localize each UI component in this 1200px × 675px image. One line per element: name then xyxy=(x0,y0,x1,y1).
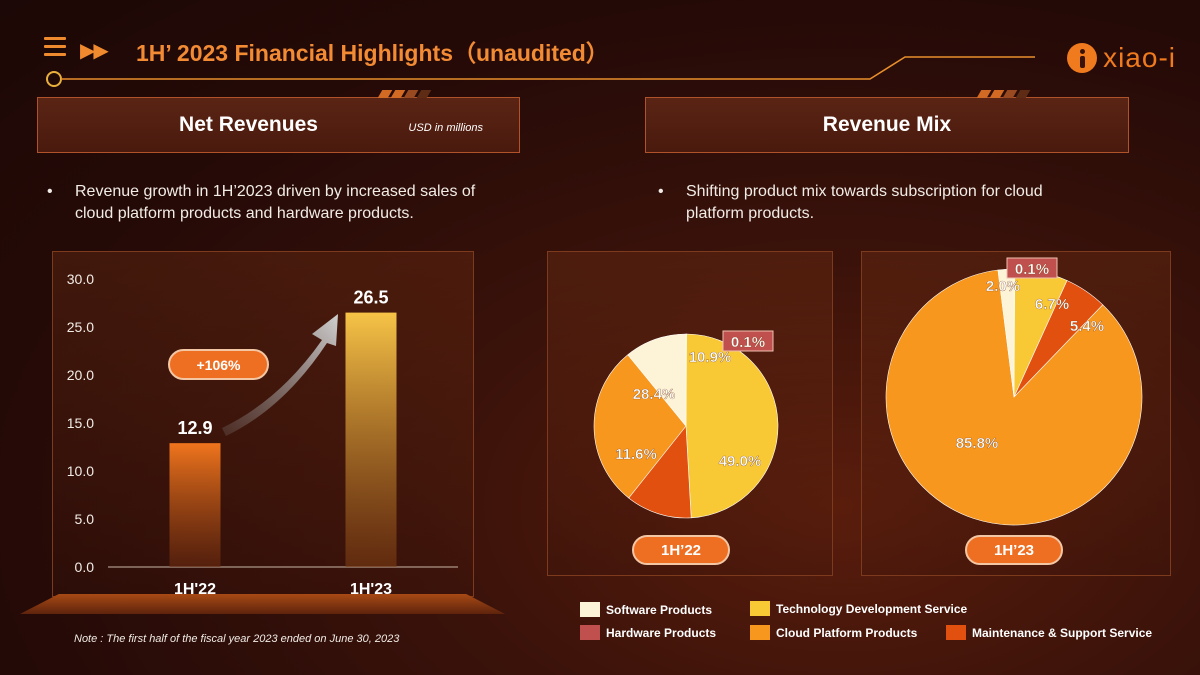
bar-chart-base xyxy=(20,594,505,614)
legend-swatch xyxy=(580,625,600,640)
revenue-mix-header: Revenue Mix xyxy=(645,90,1129,153)
y-tick-label: 0.0 xyxy=(75,559,95,575)
pie-slice-technology-development-service xyxy=(685,333,779,519)
legend-swatch xyxy=(580,602,600,617)
y-tick-label: 25.0 xyxy=(67,319,94,335)
legend-tech-dev: Technology Development Service xyxy=(750,601,967,616)
pie-percent-label: 0.1% xyxy=(731,334,765,351)
pie-2022-label: 1H’22 xyxy=(632,535,730,565)
bar-value-label: 12.9 xyxy=(177,418,212,438)
y-tick-label: 20.0 xyxy=(67,367,94,383)
play-arrows-icon: ▶▶ xyxy=(80,40,109,62)
bar-chart-panel xyxy=(52,251,474,597)
pie-slice-cloud-platform-products xyxy=(885,269,1143,526)
hamburger-icon[interactable] xyxy=(44,37,66,57)
company-logo: xiao-i xyxy=(1067,42,1176,74)
pie-label-box xyxy=(722,330,774,352)
y-tick-label: 5.0 xyxy=(75,511,95,527)
revenue-mix-title: Revenue Mix xyxy=(822,113,952,136)
x-category-label: 1H'22 xyxy=(174,581,216,598)
pie-1h22: 0.1% 49.0% 11.6% 28.4% 10.9% xyxy=(593,330,779,519)
unit-label: USD in millions xyxy=(408,122,483,134)
pie-label-box xyxy=(1006,257,1058,279)
growth-badge: +106% xyxy=(168,349,269,380)
legend-swatch xyxy=(750,625,770,640)
pie-percent-label: 6.7% xyxy=(1035,296,1069,313)
y-tick-label: 30.0 xyxy=(67,271,94,287)
pie-slice-maintenance-support-service xyxy=(628,425,692,519)
pie-percent-label: 0.1% xyxy=(1015,261,1049,278)
pie-percent-label: 2.0% xyxy=(986,278,1020,295)
pie-percent-label: 85.8% xyxy=(956,435,999,452)
pie-slice-software-products xyxy=(627,333,687,427)
x-category-label: 1H'23 xyxy=(350,581,392,598)
legend-software: Software Products xyxy=(580,602,712,617)
pie-percent-label: 28.4% xyxy=(633,386,676,403)
legend-hardware: Hardware Products xyxy=(580,625,716,640)
net-revenues-header: Net Revenues USD in millions xyxy=(37,90,520,153)
xiao-i-logo-icon xyxy=(1067,43,1098,73)
y-tick-label: 15.0 xyxy=(67,415,94,431)
footnote: Note : The first half of the fiscal year… xyxy=(74,633,400,645)
net-revenues-title: Net Revenues xyxy=(179,113,318,136)
header-rule xyxy=(46,56,1035,87)
bar-1h23 xyxy=(345,312,397,567)
pie-percent-label: 10.9% xyxy=(689,349,732,366)
bar-value-label: 26.5 xyxy=(353,288,388,308)
page-title: 1H’ 2023 Financial Highlights（unaudited） xyxy=(136,40,609,66)
left-bullet: • Revenue growth in 1H’2023 driven by in… xyxy=(47,183,476,222)
growth-arrow xyxy=(222,314,338,436)
bar-1h22 xyxy=(169,443,221,567)
legend-swatch xyxy=(946,625,966,640)
pie-percent-label: 49.0% xyxy=(719,453,762,470)
pie-percent-label: 11.6% xyxy=(615,446,657,463)
legend-swatch xyxy=(750,601,770,616)
legend-maintenance: Maintenance & Support Service xyxy=(946,625,1152,640)
pie-1h23: 0.1% 6.7%5.4% 85.8% 2.0% xyxy=(885,257,1143,526)
logo-text: xiao-i xyxy=(1103,42,1176,73)
pie-slice-cloud-platform-products xyxy=(593,354,687,499)
legend-cloud: Cloud Platform Products xyxy=(750,625,917,640)
y-tick-label: 10.0 xyxy=(67,463,94,479)
right-bullet: • Shifting product mix towards subscript… xyxy=(658,183,1043,222)
pie-2023-label: 1H’23 xyxy=(965,535,1063,565)
pie-percent-label: 5.4% xyxy=(1070,318,1104,335)
